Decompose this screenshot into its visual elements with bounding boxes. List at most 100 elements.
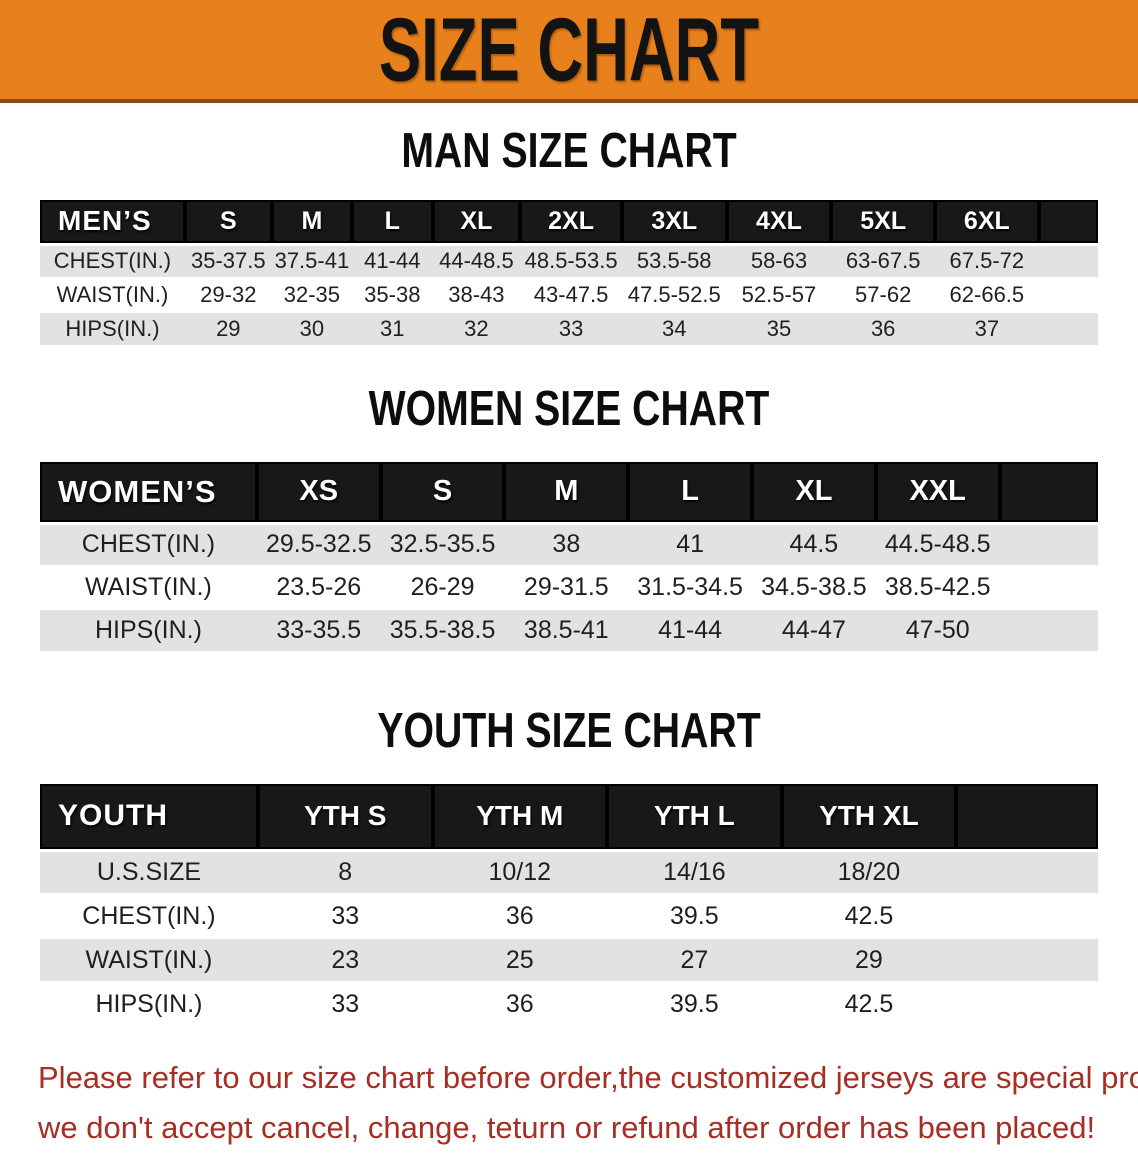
women-size-header: XXL (876, 462, 1000, 523)
men-size-header: 6XL (935, 200, 1039, 244)
men-cell: 63-67.5 (845, 248, 921, 274)
women-header-label: WOMEN’S (40, 462, 257, 523)
women-size-table: WOMEN’S XS S M L XL XXL CHEST(IN.) 29.5-32.5 32.5… (40, 462, 1098, 653)
men-size-header: XL (433, 200, 521, 244)
men-cell: 35-37.5 (191, 248, 266, 274)
women-row: CHEST(IN.) 29.5-32.5 32.5-35.5 38 41 44.5 44.5… (40, 523, 1098, 566)
youth-row: HIPS(IN.) 33 36 39.5 42.5 (40, 982, 1098, 1026)
women-cell: 41 (676, 530, 705, 559)
section-title-youth: YOUTH SIZE CHART (377, 704, 761, 758)
men-header-row: MEN’S S M L XL 2XL 3XL 4XL 5XL 6XL (40, 200, 1098, 244)
women-size-header (1000, 462, 1098, 523)
youth-cell: 36 (505, 989, 534, 1018)
youth-cell: 8 (338, 857, 353, 886)
women-cell: 31.5-34.5 (637, 573, 743, 601)
women-cell: 29-31.5 (523, 573, 609, 601)
men-size-header: 5XL (831, 200, 935, 244)
women-cell: 26-29 (410, 573, 475, 601)
men-row-label: WAIST(IN.) (56, 282, 169, 307)
youth-size-header: YTH L (607, 784, 782, 850)
women-cell: 23.5-26 (276, 573, 362, 601)
men-cell: 37 (974, 316, 1000, 341)
men-size-header (1039, 200, 1098, 244)
men-size-header: M (272, 200, 352, 244)
men-cell: 47.5-52.5 (627, 282, 721, 307)
women-size-header: S (381, 462, 505, 523)
men-cell: 43-47.5 (533, 282, 609, 307)
youth-header-label: YOUTH (40, 784, 258, 850)
youth-cell: 42.5 (844, 901, 894, 930)
women-cell: 38.5-41 (523, 616, 609, 644)
women-size-header: L (628, 462, 752, 523)
men-cell (1039, 244, 1098, 278)
youth-row: CHEST(IN.) 33 36 39.5 42.5 (40, 894, 1098, 938)
men-cell: 30 (299, 316, 325, 341)
men-cell: 35-38 (364, 282, 421, 307)
women-cell: 41-44 (658, 616, 723, 644)
youth-cell: 39.5 (670, 901, 719, 930)
youth-cell: 14/16 (663, 857, 726, 886)
men-cell: 48.5-53.5 (524, 248, 618, 274)
men-cell: 32-35 (283, 282, 341, 307)
youth-cell (956, 894, 1098, 938)
men-cell: 53.5-58 (636, 248, 712, 274)
women-cell: 33-35.5 (276, 616, 362, 644)
youth-size-header: YTH XL (782, 784, 957, 850)
youth-size-header (956, 784, 1098, 850)
youth-size-table: YOUTH YTH S YTH M YTH L YTH XL U.S.SIZE 8 10/12… (40, 784, 1098, 1027)
men-cell (1039, 278, 1098, 312)
women-cell: 34.5-38.5 (761, 573, 867, 601)
men-cell: 38-43 (448, 282, 505, 307)
men-cell: 37.5-41 (274, 248, 350, 274)
men-cell: 41-44 (364, 248, 421, 274)
women-cell: 47-50 (905, 616, 970, 644)
men-cell: 29 (216, 316, 241, 341)
youth-cell: 33 (331, 989, 360, 1018)
women-header-row: WOMEN’S XS S M L XL XXL (40, 462, 1098, 523)
men-header-label: MEN’S (40, 200, 185, 244)
men-cell: 32 (464, 316, 489, 341)
youth-cell: 27 (680, 945, 709, 974)
women-cell (1000, 609, 1098, 652)
men-cell (1039, 312, 1098, 346)
youth-row-label: U.S.SIZE (96, 857, 202, 886)
youth-cell (956, 982, 1098, 1026)
women-cell: 29.5-32.5 (265, 530, 372, 559)
men-size-header: 2XL (520, 200, 622, 244)
section-title-men: MAN SIZE CHART (401, 124, 737, 178)
women-size-header: M (504, 462, 628, 523)
men-cell: 35 (766, 316, 792, 341)
men-row-label: CHEST(IN.) (53, 248, 172, 274)
women-size-header: XS (257, 462, 381, 523)
women-cell: 35.5-38.5 (389, 616, 496, 644)
men-cell: 31 (380, 316, 405, 341)
youth-row-label: CHEST(IN.) (82, 901, 216, 930)
size-chart-section-youth: YOUTH SIZE CHART YOUTH YTH S YTH M YTH L YTH … (0, 707, 1138, 1027)
disclaimer-line-2: we don't accept cancel, change, teturn o… (38, 1110, 1096, 1146)
youth-cell: 18/20 (837, 857, 901, 886)
men-cell: 52.5-57 (741, 282, 817, 307)
men-cell: 44-48.5 (439, 248, 514, 274)
women-cell: 44.5-48.5 (884, 530, 991, 559)
men-size-header: S (185, 200, 272, 244)
men-cell: 62-66.5 (949, 282, 1025, 307)
women-size-header: XL (752, 462, 876, 523)
men-row: HIPS(IN.) 29 30 31 32 33 34 35 36 37 (40, 312, 1098, 346)
youth-row: U.S.SIZE 8 10/12 14/16 18/20 (40, 850, 1098, 894)
women-cell (1000, 523, 1098, 566)
youth-cell: 42.5 (844, 989, 894, 1018)
women-cell: 44.5 (789, 530, 839, 559)
banner-title: SIZE CHART (378, 0, 760, 100)
women-row: HIPS(IN.) 33-35.5 35.5-38.5 38.5-41 41-44 44-… (40, 609, 1098, 652)
youth-row-label: WAIST(IN.) (85, 945, 213, 974)
men-row-label: HIPS(IN.) (65, 316, 160, 341)
size-chart-sections: MAN SIZE CHART MEN’S S M L XL 2XL 3XL 4XL 5XL 6XL C… (0, 127, 1138, 1027)
women-row-label: WAIST(IN.) (85, 573, 212, 601)
men-cell: 67.5-72 (949, 248, 1025, 274)
men-cell: 29-32 (200, 282, 257, 307)
men-size-table: MEN’S S M L XL 2XL 3XL 4XL 5XL 6XL CHEST(IN.) 35-37… (40, 200, 1098, 347)
women-row: WAIST(IN.) 23.5-26 26-29 29-31.5 31.5-34.5 34… (40, 566, 1098, 609)
youth-row: WAIST(IN.) 23 25 27 29 (40, 938, 1098, 982)
women-cell (1000, 566, 1098, 609)
